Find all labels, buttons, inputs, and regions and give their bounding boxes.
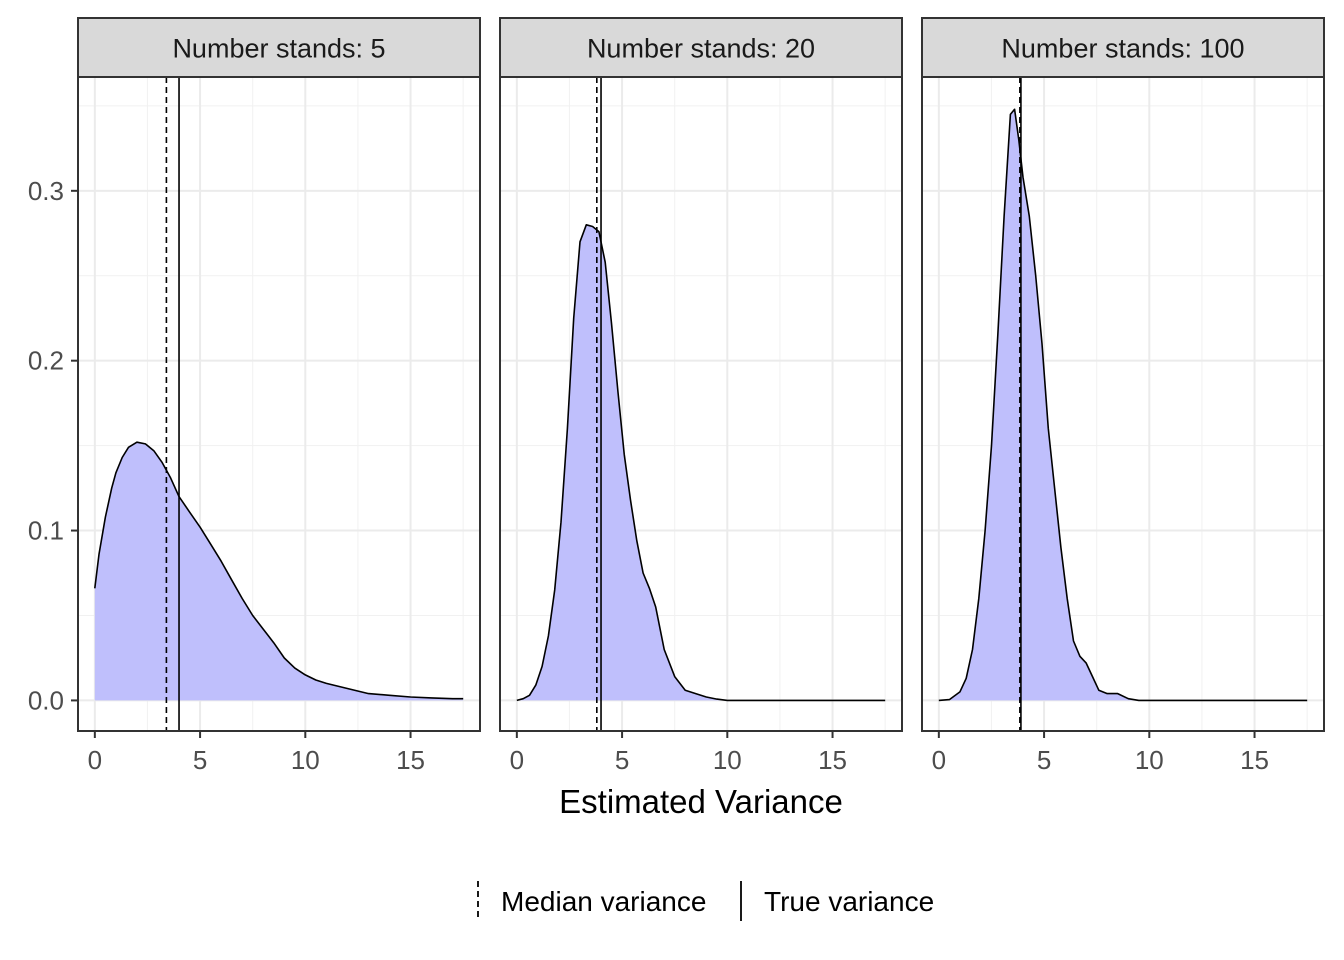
x-tick-label: 15 xyxy=(818,745,847,775)
x-tick-label: 5 xyxy=(193,745,207,775)
x-tick-label: 15 xyxy=(396,745,425,775)
density-curve xyxy=(938,108,1308,702)
facet-panel: Number stands: 20 0 5 10 15 xyxy=(499,17,903,775)
x-tick-label: 10 xyxy=(713,745,742,775)
facet-panel: Number stands: 100 0 5 10 15 xyxy=(921,17,1325,775)
y-tick-label: 0.1 xyxy=(28,516,64,546)
x-tick-label: 0 xyxy=(510,745,524,775)
x-tick-label: 15 xyxy=(1240,745,1269,775)
legend-label: True variance xyxy=(764,886,934,917)
y-tick-label: 0.2 xyxy=(28,346,64,376)
strip-label: Number stands: 5 xyxy=(172,34,385,64)
legend-label: Median variance xyxy=(501,886,706,917)
density-area xyxy=(938,109,1308,701)
panel-border xyxy=(921,76,1325,732)
density-curve xyxy=(94,441,464,700)
y-tick-label: 0.0 xyxy=(28,685,64,715)
strip-background xyxy=(77,17,481,78)
x-axis-title: Estimated Variance xyxy=(559,783,843,820)
y-tick-label: 0.3 xyxy=(28,176,64,206)
density-curve xyxy=(516,224,886,702)
density-area xyxy=(94,442,464,701)
panel-border xyxy=(499,76,903,732)
strip-label: Number stands: 20 xyxy=(587,34,815,64)
x-tick-label: 10 xyxy=(1135,745,1164,775)
strip-background xyxy=(499,17,903,78)
x-tick-label: 0 xyxy=(88,745,102,775)
y-axis: 0.0 0.1 0.2 0.3 xyxy=(28,176,78,715)
facet-panel: Number stands: 5 0 5 10 15 xyxy=(77,17,481,775)
strip-label: Number stands: 100 xyxy=(1001,34,1244,64)
panel-border xyxy=(77,76,481,732)
x-tick-label: 5 xyxy=(615,745,629,775)
x-tick-label: 10 xyxy=(291,745,320,775)
x-tick-label: 5 xyxy=(1037,745,1051,775)
legend: Median variance True variance xyxy=(477,881,934,921)
panels-layer: Number stands: 5 0 5 10 15 Number stands: 20 0… xyxy=(77,17,1325,775)
x-tick-label: 0 xyxy=(932,745,946,775)
density-area xyxy=(516,224,886,701)
